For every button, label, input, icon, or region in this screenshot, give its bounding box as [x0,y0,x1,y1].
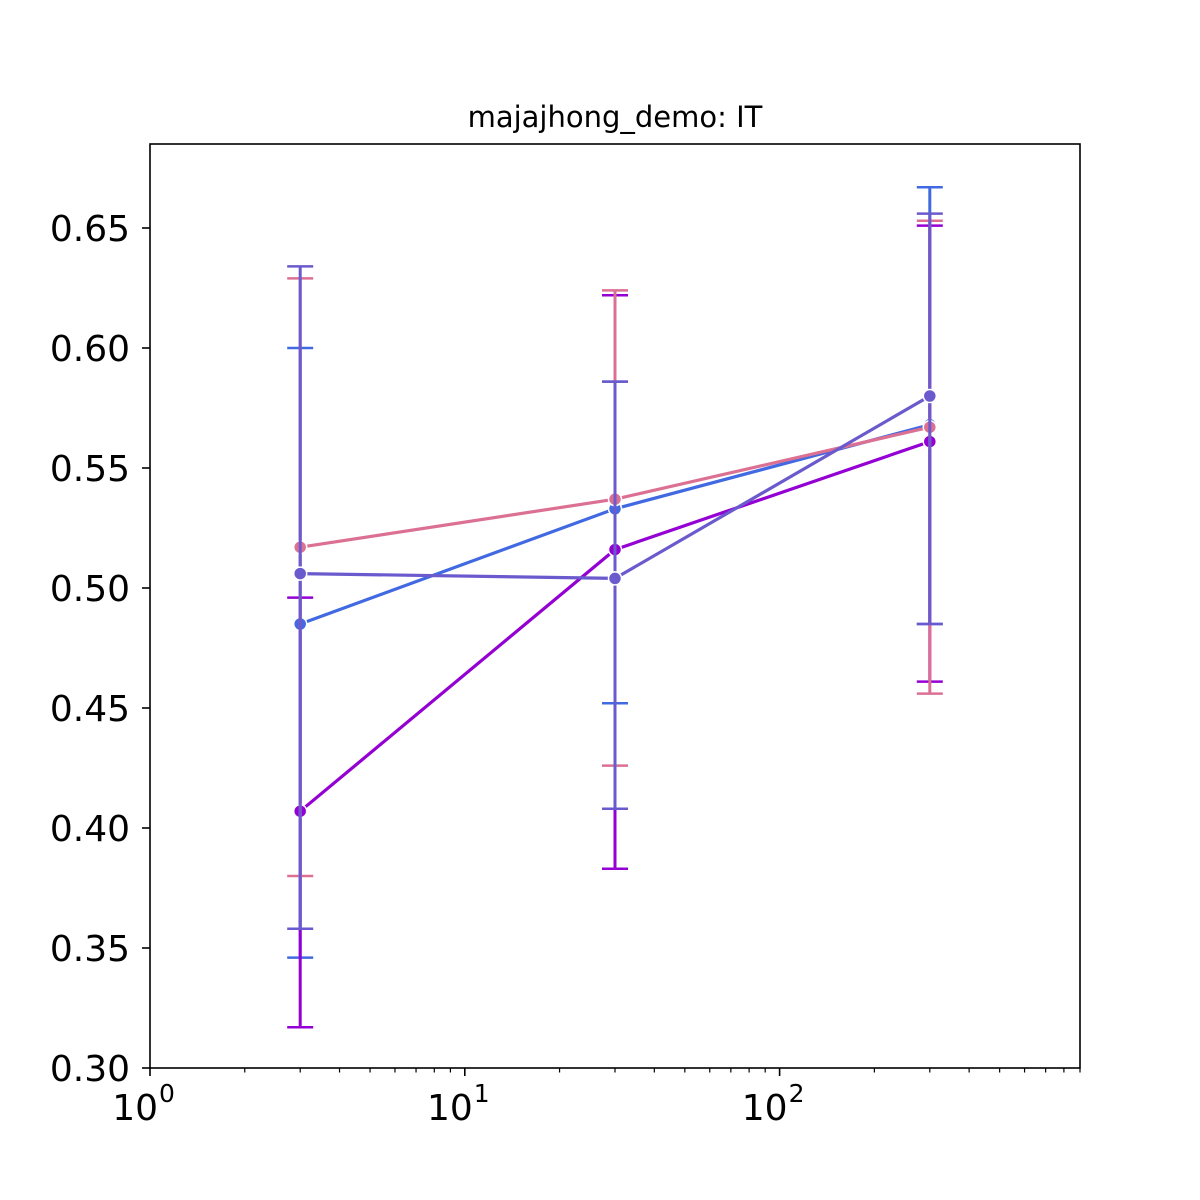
y-tick-label: 0.45 [50,689,130,730]
x-tick-base: 10 [112,1088,158,1129]
x-tick-exponent: 2 [789,1079,805,1108]
series-3 [287,212,943,931]
y-tick-label: 0.30 [50,1049,130,1090]
y-tick-label: 0.50 [50,569,130,610]
x-tick-exponent: 0 [159,1079,175,1108]
chart-title: majajhong_demo: IT [468,100,763,134]
x-tick-label: 10 2 [742,1079,805,1129]
plot-area [287,185,943,1029]
x-tick-label: 10 1 [427,1079,490,1129]
x-tick-label: 10 0 [112,1079,175,1129]
x-tick-base: 10 [427,1088,473,1129]
y-tick-label: 0.65 [50,209,130,250]
y-tick-label: 0.35 [50,929,130,970]
data-point [607,571,623,586]
x-tick-exponent: 1 [474,1079,490,1108]
y-tick-label: 0.55 [50,449,130,490]
y-tick-label: 0.60 [50,329,130,370]
data-point [292,566,308,581]
y-tick-label: 0.40 [50,809,130,850]
x-tick-base: 10 [742,1088,788,1129]
data-point [922,388,938,404]
